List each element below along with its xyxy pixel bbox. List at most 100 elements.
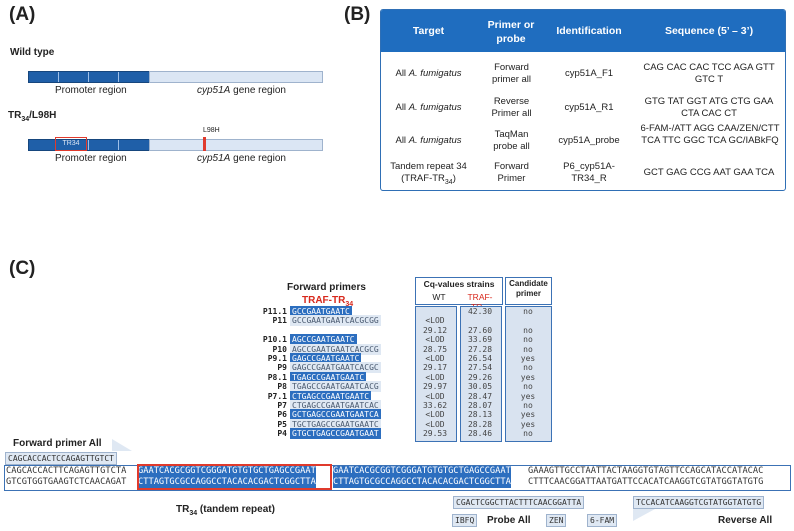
- cq-wt-cell: 29.17: [417, 363, 453, 373]
- fwd-sub-text: TRAF-TR: [302, 295, 346, 306]
- tr34-tr: TR: [176, 504, 190, 515]
- panel-b-label: (B): [344, 4, 371, 25]
- reverse-all-seq: TCCACATCAAGGTCGTATGGTATGTG: [633, 496, 765, 509]
- bottom-strand-tr: CTTAGTGCGCCAGGCCTACACACGACTCGGCTTA: [138, 477, 316, 488]
- cq-cand-cell: no: [510, 335, 546, 345]
- cq-tr-cell: 28.47: [462, 391, 498, 401]
- cq-wt-cell: <LOD: [417, 391, 453, 401]
- primer-seq: TGAGCCGAATGAATCACG: [290, 381, 381, 393]
- target-sub: 34: [444, 178, 453, 186]
- primer-seq: CTGAGCCGAATGAATCAC: [290, 400, 381, 411]
- wt-divider: [58, 72, 59, 82]
- mut-divider: [88, 140, 89, 150]
- cq-wt-cell: <LOD: [417, 419, 453, 429]
- primer-name: P9.1: [267, 354, 287, 363]
- cq-wt-cell: 28.75: [417, 344, 453, 354]
- wt-gene-name: cyp51A: [197, 85, 231, 96]
- target-species: A. fumigatus: [408, 68, 462, 79]
- panel-c-label: (C): [9, 258, 36, 279]
- col-wt: WT: [432, 292, 446, 302]
- row-primer: Reverse Primer all: [491, 96, 532, 119]
- mut-divider: [118, 140, 119, 150]
- row-primer: Forward Primer: [494, 161, 529, 184]
- header-sequence: Sequence (5’ – 3’): [664, 25, 754, 37]
- primer-seq: TGAGCCGAATGAATC: [290, 371, 367, 383]
- cq-tr-cell: 28.28: [462, 419, 498, 429]
- cq-wt-cell: 33.62: [417, 401, 453, 410]
- probe-all-label: Probe All: [487, 515, 531, 526]
- forward-primer-all-label: Forward primer All: [13, 438, 102, 449]
- mut-promoter-bar: [28, 139, 150, 151]
- cq-cand-cell: no: [510, 401, 546, 410]
- mutant-title: TR34/L98H: [8, 110, 56, 123]
- cq-tr-cell: 27.60: [462, 325, 498, 335]
- wt-promoter-label: Promoter region: [55, 85, 127, 96]
- primer-name: P7: [277, 401, 287, 410]
- primer-seq: GCTGAGCCGAATGAATCA: [290, 409, 381, 421]
- mutant-title-suffix: /L98H: [29, 110, 57, 121]
- cq-wt-cell: <LOD: [417, 410, 453, 420]
- primer-seq: TGCTGAGCCGAATGAATC: [290, 418, 381, 430]
- dna-strand-box: [4, 465, 791, 491]
- mut-promoter-label: Promoter region: [55, 153, 127, 164]
- row-sequence: GTG TAT GGT ATG CTG GAA CTA CAC CT: [644, 96, 774, 119]
- top-strand-a: CAGCACCACTTCAGAGTTGTCTA: [6, 466, 127, 476]
- cq-wt-cell: <LOD: [417, 335, 453, 345]
- target-species: (TRAF-TR: [401, 173, 445, 184]
- row-target: All A. fumigatus: [381, 135, 476, 147]
- forward-primer-all-seq: CAGCACCACTCCAGAGTTGTCT: [5, 452, 117, 465]
- cq-cand-cell: no: [510, 363, 546, 373]
- cq-tr-cell: 28.46: [462, 429, 498, 439]
- cq-tr-cell: 33.69: [462, 335, 498, 345]
- tr34-sub: 34: [189, 510, 198, 517]
- row-sequence: CAG CAC CAC TCC AGA GTT GTC T: [643, 62, 775, 85]
- tr34-box: TR34: [55, 137, 87, 151]
- forward-primers-title: Forward primers: [287, 282, 366, 293]
- wild-type-title: Wild type: [10, 47, 55, 58]
- primer-name: P6: [277, 410, 287, 420]
- primer-seq: AGCCGAATGAATC: [290, 334, 357, 346]
- row-primer: TaqMan probe all: [493, 129, 530, 152]
- panel-a-label: (A): [9, 4, 36, 25]
- mut-gene-suffix: gene region: [230, 153, 286, 164]
- cq-tr-cell: 28.07: [462, 401, 498, 410]
- primer-seq: GTGCTGAGCCGAATGAAT: [290, 428, 381, 440]
- tr34-highlight-box: [137, 464, 332, 490]
- cq-wt-cell: <LOD: [417, 316, 453, 326]
- header-primer: Primer or probe: [487, 19, 535, 45]
- mut-gene-label: cyp51A gene region: [197, 153, 286, 164]
- tr34-tandem-label: TR34 (tandem repeat): [176, 504, 275, 517]
- row-target: All A. fumigatus: [381, 102, 476, 114]
- target-prefix: All: [395, 68, 409, 79]
- probe-zen: ZEN: [546, 514, 567, 527]
- cq-tr-cell: 30.05: [462, 382, 498, 392]
- header-target: Target: [412, 25, 445, 37]
- primer-name: P7.1: [267, 391, 287, 401]
- cq-tr-cell: 29.26: [462, 372, 498, 382]
- fwd-sub-num: 34: [345, 301, 354, 308]
- target-prefix: All: [395, 102, 409, 113]
- primer-seq: GAGCCGAATGAATCACGC: [290, 362, 381, 374]
- row-id: cyp51A_R1: [564, 102, 614, 113]
- primer-name: P4: [277, 429, 287, 439]
- primer-name: P8: [277, 382, 287, 392]
- cq-wt-cell: 29.12: [417, 325, 453, 335]
- table-header: [381, 10, 785, 52]
- mutant-title-sub: 34: [21, 116, 30, 123]
- wt-gene-suffix: gene region: [230, 85, 286, 96]
- cq-tr-cell: 28.13: [462, 410, 498, 420]
- primer-name: P5: [277, 419, 287, 429]
- probe-seq: CGACTCGGCTTACTTTCAACGGATTA: [453, 496, 585, 509]
- probe-iabfq: IBFQ: [452, 514, 478, 527]
- target-species: A. fumigatus: [408, 102, 462, 113]
- candidate-box: [505, 277, 552, 305]
- row-target: All A. fumigatus: [381, 68, 476, 80]
- cq-tr-cell: 26.54: [462, 354, 498, 363]
- mut-gene-name: cyp51A: [197, 153, 231, 164]
- bottom-strand-a: GTCGTGGTGAAGTCTCAACAGAT: [6, 477, 127, 487]
- mutant-title-tr: TR: [8, 110, 22, 121]
- row-id: cyp51A_probe: [558, 135, 620, 146]
- top-strand-tr2: GAATCACGCGGTCGGGATGTGTGCTGAGCCGAAT: [333, 466, 511, 477]
- primer-name: P10.1: [262, 335, 287, 345]
- probe-fam: 6-FAM: [587, 514, 618, 527]
